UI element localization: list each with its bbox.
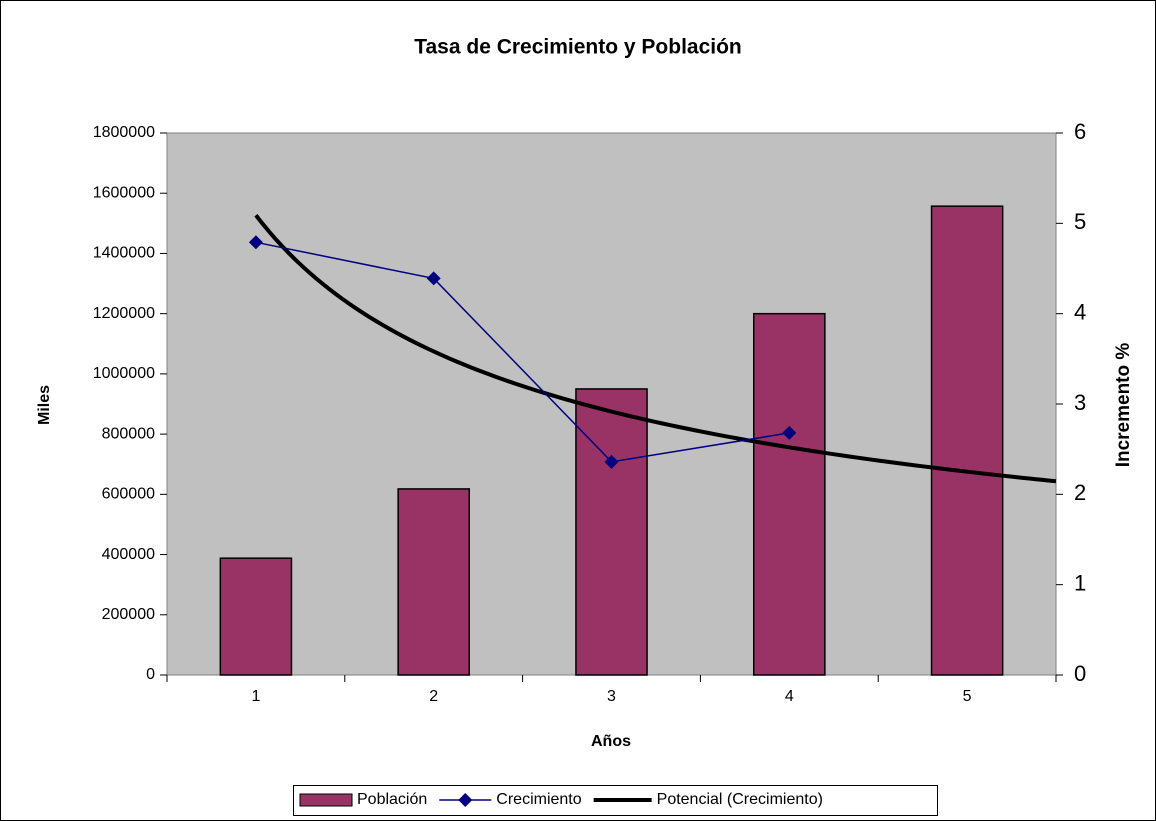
y-tick-label: 1600000 (93, 184, 155, 201)
y-tick-label: 800000 (102, 425, 155, 442)
y-tick-label: 200000 (102, 606, 155, 623)
x-tick-label: 1 (251, 688, 260, 705)
line-series (255, 241, 790, 463)
bar (752, 312, 826, 676)
bar (575, 388, 648, 676)
legend-marker (458, 793, 473, 807)
y2-axis-label: Incremento % (1113, 343, 1134, 468)
line-marker (782, 425, 797, 440)
y2-tick-label: 6 (1074, 119, 1086, 144)
y-tick-label: 1800000 (93, 124, 155, 141)
bar (930, 205, 1004, 676)
trendline (254, 213, 1057, 484)
line-marker (426, 271, 441, 286)
y-tick-label: 1000000 (93, 365, 155, 382)
legend-label: Población (357, 791, 427, 808)
x-tick-label: 4 (785, 688, 794, 705)
line-marker (248, 235, 263, 250)
y-axis-label: Miles (36, 385, 53, 425)
line-marker (604, 454, 619, 469)
y-tick-label: 400000 (102, 546, 155, 563)
y2-tick-label: 2 (1074, 480, 1086, 505)
y-tick-label: 600000 (102, 486, 155, 503)
legend-swatch (299, 793, 353, 807)
y-tick-label: 1400000 (93, 245, 155, 262)
legend-label: Crecimiento (496, 791, 581, 808)
y2-tick-label: 0 (1074, 661, 1086, 686)
chart-title: Tasa de Crecimiento y Población (414, 36, 742, 59)
x-axis-label: Años (591, 733, 631, 750)
y2-tick-label: 3 (1074, 390, 1086, 415)
y2-tick-label: 4 (1074, 299, 1086, 324)
bar (397, 488, 471, 676)
y-tick-label: 0 (146, 666, 155, 683)
y-tick-label: 1200000 (93, 305, 155, 322)
x-tick-label: 2 (429, 688, 438, 705)
x-tick-label: 3 (607, 688, 616, 705)
y2-tick-label: 1 (1074, 570, 1086, 595)
x-tick-label: 5 (963, 688, 972, 705)
y2-tick-label: 5 (1074, 209, 1086, 234)
bar (219, 557, 293, 676)
legend-label: Potencial (Crecimiento) (657, 791, 823, 808)
